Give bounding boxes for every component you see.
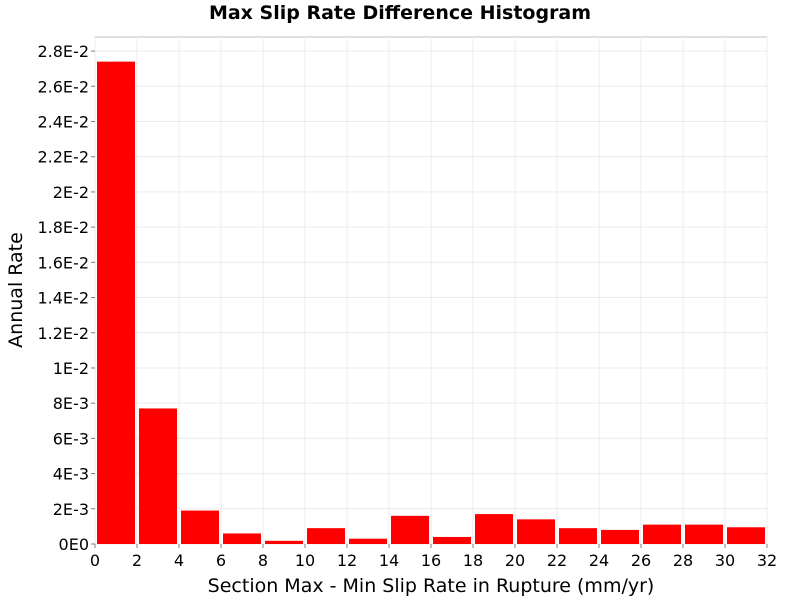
x-tick-label: 0: [90, 551, 100, 570]
y-tick-label: 2.4E-2: [37, 113, 89, 132]
y-tick-label: 6E-3: [53, 429, 89, 448]
y-tick-label: 1.4E-2: [37, 289, 89, 308]
bar-12: [601, 529, 639, 544]
x-tick-label: 4: [174, 551, 184, 570]
y-tick-label: 2E-2: [53, 183, 89, 202]
x-tick-label: 6: [216, 551, 226, 570]
x-tick-label: 30: [715, 551, 735, 570]
bar-9: [475, 514, 513, 544]
bar-6: [349, 538, 387, 544]
y-tick-label: 2.8E-2: [37, 42, 89, 61]
y-tick-label: 0E0: [59, 535, 89, 554]
x-tick-label: 24: [589, 551, 609, 570]
y-tick-label: 1.6E-2: [37, 253, 89, 272]
bar-2: [181, 510, 219, 544]
y-tick-labels: 0E0 2E-3 4E-3 6E-3 8E-3 1E-2 1.2E-2 1.4E-2 1.6E-…: [37, 42, 95, 554]
x-tick-label: 22: [547, 551, 567, 570]
y-tick-label: 1.2E-2: [37, 324, 89, 343]
y-tick-label: 8E-3: [53, 394, 89, 413]
x-tick-label: 20: [505, 551, 525, 570]
bar-1: [139, 408, 177, 544]
x-tick-label: 14: [379, 551, 399, 570]
bar-11: [559, 528, 597, 544]
bar-5: [307, 528, 345, 544]
x-tick-label: 12: [337, 551, 357, 570]
bars: [97, 61, 765, 544]
x-tick-label: 16: [421, 551, 441, 570]
x-tick-label: 32: [757, 551, 777, 570]
y-tick-label: 2.2E-2: [37, 148, 89, 167]
y-tick-label: 2.6E-2: [37, 77, 89, 96]
y-axis-label: Annual Rate: [5, 232, 27, 348]
bar-10: [517, 519, 555, 544]
x-tick-label: 2: [132, 551, 142, 570]
x-tick-label: 26: [631, 551, 651, 570]
y-tick-label: 1E-2: [53, 359, 89, 378]
grid-lines: [94, 37, 768, 545]
bar-15: [727, 527, 765, 544]
x-tick-label: 8: [258, 551, 268, 570]
y-tick-label: 1.8E-2: [37, 218, 89, 237]
bar-14: [685, 524, 723, 544]
x-tick-label: 10: [295, 551, 315, 570]
x-axis-label: Section Max - Min Slip Rate in Rupture (…: [208, 575, 655, 597]
bar-7: [391, 515, 429, 544]
x-tick-label: 28: [673, 551, 693, 570]
x-tick-label: 18: [463, 551, 483, 570]
x-tick-labels: 0 2 4 6 8 10 12 14 16 18 20 22 24 26 28 30 32: [90, 544, 777, 570]
bar-8: [433, 536, 471, 544]
bar-0: [97, 61, 135, 544]
bar-13: [643, 524, 681, 544]
bar-3: [223, 533, 261, 544]
y-tick-label: 4E-3: [53, 465, 89, 484]
y-tick-label: 2E-3: [53, 500, 89, 519]
chart-title: Max Slip Rate Difference Histogram: [208, 2, 592, 24]
bar-4: [265, 540, 303, 544]
